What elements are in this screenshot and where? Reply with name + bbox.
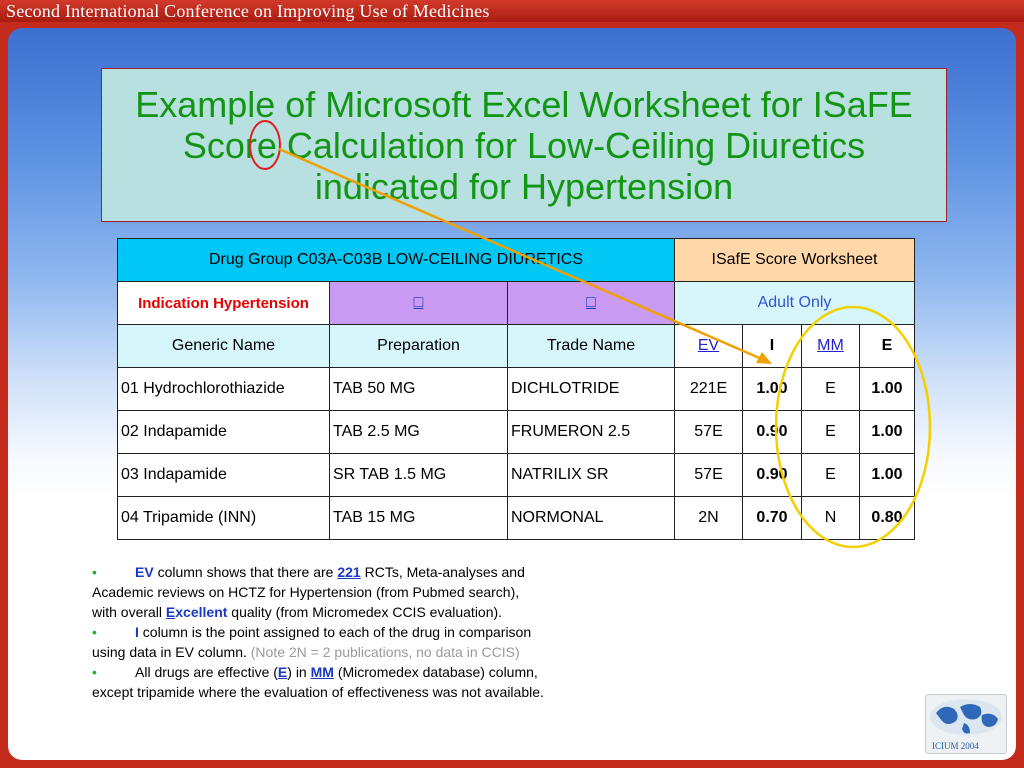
table-row: 01 Hydrochlorothiazide TAB 50 MG DICHLOT…	[117, 367, 915, 411]
e-value: 1.00	[859, 453, 915, 497]
bullet-1-line-2: Academic reviews on HCTZ for Hypertensio…	[92, 584, 520, 600]
drug-group-header: Drug Group C03A-C03B LOW-CEILING DIURETI…	[117, 238, 675, 282]
bullet-dot-icon: •	[92, 664, 97, 680]
generic-name: 04 Tripamide (INN)	[117, 496, 330, 540]
col-header-trade: Trade Name	[507, 324, 675, 368]
bullet-1-line-1: • EV column shows that there are 221 RCTs…	[92, 564, 525, 580]
table-row: 03 Indapamide SR TAB 1.5 MG NATRILIX SR …	[117, 453, 915, 497]
i-value: 0.70	[742, 496, 802, 540]
logo-label: ICIUM 2004	[932, 741, 979, 751]
conference-header: Second International Conference on Impro…	[0, 0, 1024, 22]
mm-link[interactable]: MM	[817, 337, 844, 354]
bullet-dot-icon: •	[92, 624, 97, 640]
bullet-3-line-1: • All drugs are effective (E) in MM (Micr…	[92, 664, 538, 680]
ev-value: 2N	[674, 496, 743, 540]
generic-name: 01 Hydrochlorothiazide	[117, 367, 330, 411]
col-header-generic: Generic Name	[117, 324, 330, 368]
trade-name: NORMONAL	[507, 496, 675, 540]
e-value: 1.00	[859, 367, 915, 411]
bullet-2-line-1: • I column is the point assigned to each …	[92, 624, 532, 640]
bullet-2-line-2: using data in EV column. (Note 2N = 2 pu…	[92, 644, 520, 660]
table-row: 02 Indapamide TAB 2.5 MG FRUMERON 2.5 57…	[117, 410, 915, 454]
notes-bullets: • EV column shows that there are 221 RCTs…	[92, 562, 692, 702]
bullet-dot-icon: •	[92, 564, 97, 580]
generic-name: 02 Indapamide	[117, 410, 330, 454]
generic-name: 03 Indapamide	[117, 453, 330, 497]
e-value: 0.80	[859, 496, 915, 540]
bullet-3-line-2: except tripamide where the evaluation of…	[92, 684, 544, 700]
missing-glyph-icon: □	[413, 294, 424, 311]
i-value: 0.90	[742, 410, 802, 454]
preparation: TAB 50 MG	[329, 367, 508, 411]
indication-label: Indication Hypertension	[117, 281, 330, 325]
bullet-1-line-3: with overall Excellent quality (from Mic…	[92, 604, 503, 620]
adult-only-label: Adult Only	[674, 281, 915, 325]
ev-value: 57E	[674, 410, 743, 454]
missing-glyph-icon: □	[586, 294, 596, 311]
red-highlight-circle	[249, 120, 281, 170]
placeholder-box-2: □	[507, 281, 675, 325]
worksheet-title: ISafE Score Worksheet	[674, 238, 915, 282]
table-row: 04 Tripamide (INN) TAB 15 MG NORMONAL 2N…	[117, 496, 915, 540]
placeholder-box-1: □	[329, 281, 508, 325]
col-header-i: I	[742, 324, 802, 368]
mm-value: E	[801, 367, 860, 411]
slide-title-box: Example of Microsoft Excel Worksheet for…	[101, 68, 947, 222]
icium-logo: ICIUM 2004	[925, 694, 1007, 754]
preparation: TAB 2.5 MG	[329, 410, 508, 454]
preparation: SR TAB 1.5 MG	[329, 453, 508, 497]
yellow-highlight-ellipse	[774, 305, 932, 549]
orange-arrow-head	[756, 352, 772, 364]
footer-bar	[0, 760, 1024, 768]
trade-name: FRUMERON 2.5	[507, 410, 675, 454]
excel-worksheet: Drug Group C03A-C03B LOW-CEILING DIURETI…	[117, 238, 915, 540]
mm-value: E	[801, 453, 860, 497]
orange-arrow-line	[278, 147, 765, 362]
preparation: TAB 15 MG	[329, 496, 508, 540]
ev-link[interactable]: EV	[697, 337, 720, 354]
slide-title: Example of Microsoft Excel Worksheet for…	[135, 83, 913, 207]
globe-icon	[930, 699, 1002, 735]
